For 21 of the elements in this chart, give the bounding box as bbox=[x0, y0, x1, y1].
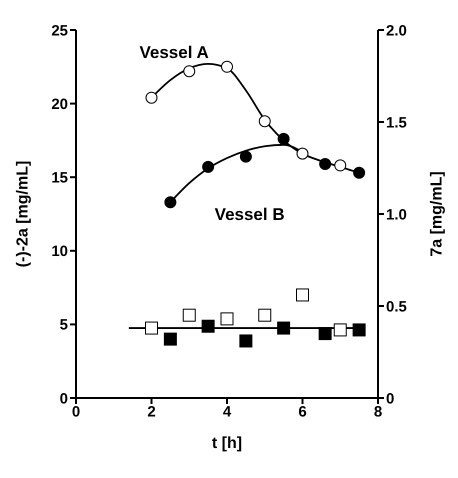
y-tick-label: 25 bbox=[51, 22, 68, 40]
y-tick-label: 15 bbox=[51, 170, 68, 187]
x-tick-label: 2 bbox=[147, 404, 156, 421]
annotation: Vessel B bbox=[214, 205, 285, 224]
y2-tick-label: 0 bbox=[386, 390, 394, 408]
y-tick-label: 5 bbox=[60, 316, 68, 334]
y-tick-label: 20 bbox=[51, 96, 68, 113]
x-tick-label: 8 bbox=[374, 404, 382, 421]
y2-tick-label: 2.0 bbox=[386, 22, 407, 40]
y2-tick-label: 1.5 bbox=[386, 114, 407, 132]
y-axis-title: (-)-2a [mg/mL] bbox=[14, 160, 32, 268]
y2-tick-label: 0.5 bbox=[386, 298, 407, 316]
y-tick-label: 10 bbox=[51, 243, 68, 260]
y2-tick-label: 1.0 bbox=[386, 206, 407, 224]
y-tick-label: 0 bbox=[60, 390, 68, 408]
annotation: Vessel A bbox=[139, 43, 209, 62]
x-axis-title: t [h] bbox=[212, 435, 242, 452]
y2-axis-title: 7a [mg/mL] bbox=[428, 171, 446, 257]
x-tick-label: 4 bbox=[222, 404, 232, 421]
x-tick-label: 6 bbox=[298, 404, 307, 421]
x-tick-label: 0 bbox=[72, 404, 80, 421]
